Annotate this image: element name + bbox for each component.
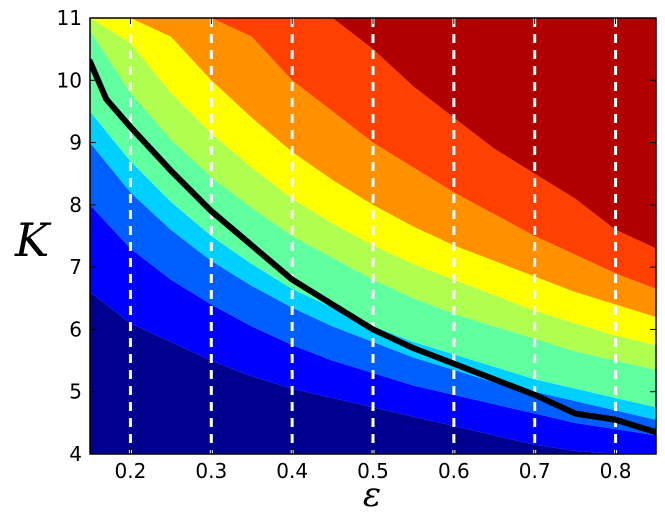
x-axis-label: ε: [363, 475, 381, 515]
contour-band-6: [90, 18, 656, 345]
y-axis-label: K: [14, 213, 52, 267]
contour-band-9: [90, 18, 656, 249]
x-tick-label: 0.8: [600, 459, 632, 483]
x-tick-label: 0.3: [195, 459, 227, 483]
critical-curve: [90, 58, 656, 436]
y-tick-label: 8: [69, 193, 82, 217]
contour-band-8: [90, 18, 656, 289]
x-tick-label: 0.2: [115, 459, 147, 483]
contour-band-5: [90, 18, 656, 370]
dashed-vertical-lines: [128, 18, 618, 454]
x-tick-label: 0.7: [519, 459, 551, 483]
y-tick-label: 9: [69, 131, 82, 155]
y-tick-label: 11: [57, 6, 82, 30]
y-tick-label: 10: [57, 68, 82, 92]
contour-band-2: [90, 142, 656, 436]
y-tick-label: 4: [69, 442, 82, 466]
y-axis-ticks: 4 5 6 7 8 9 10 11: [57, 6, 656, 466]
y-tick-label: 5: [69, 380, 82, 404]
y-tick-label: 6: [69, 317, 82, 341]
x-tick-label: 0.5: [357, 459, 389, 483]
y-tick-label: 7: [69, 255, 82, 279]
critical-curve-group: [90, 58, 656, 436]
contour-band-0: [90, 292, 656, 454]
x-tick-label: 0.6: [438, 459, 470, 483]
contour-band-4: [90, 30, 656, 408]
x-axis-ticks: 0.2 0.3 0.4 0.5 0.6 0.7 0.8: [115, 18, 632, 483]
x-tick-label: 0.4: [276, 459, 308, 483]
